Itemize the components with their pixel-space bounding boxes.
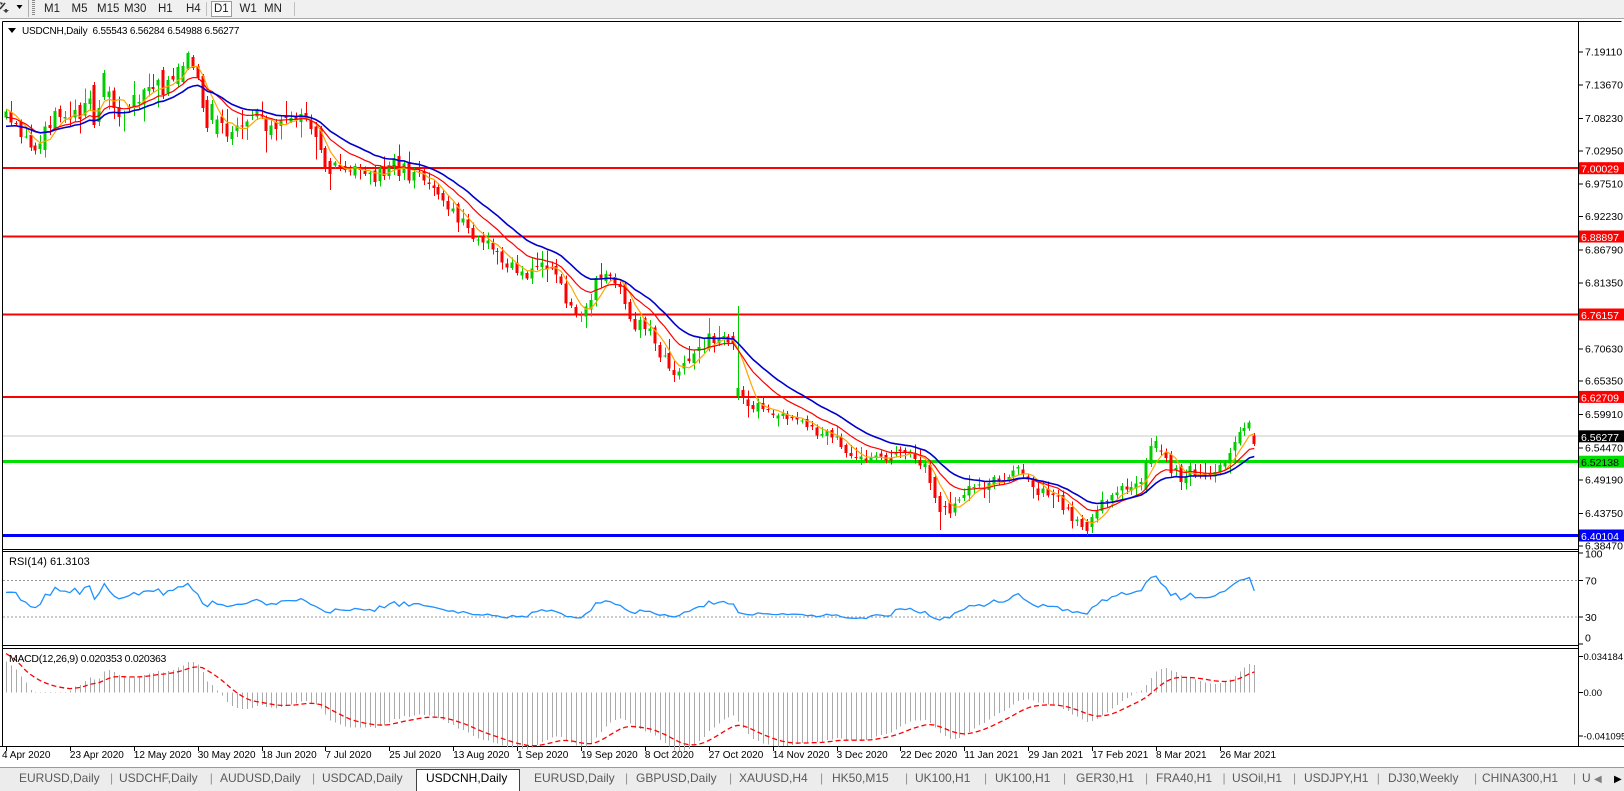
svg-text:6.76157: 6.76157: [1581, 310, 1619, 322]
svg-text:0: 0: [1585, 633, 1591, 645]
svg-text:7.13670: 7.13670: [1585, 80, 1623, 92]
svg-text:RSI(14) 61.3103: RSI(14) 61.3103: [9, 556, 90, 568]
svg-text:19 Sep 2020: 19 Sep 2020: [581, 750, 638, 761]
svg-text:6.62709: 6.62709: [1581, 392, 1619, 404]
svg-text:3 Dec 2020: 3 Dec 2020: [837, 750, 889, 761]
svg-text:USDCNH,Daily 6.55543 6.56284: USDCNH,Daily 6.55543 6.56284 6.54988 6.5…: [22, 26, 240, 37]
svg-text:6.40104: 6.40104: [1581, 531, 1619, 543]
svg-text:7.02950: 7.02950: [1585, 145, 1623, 157]
svg-text:11 Jan 2021: 11 Jan 2021: [964, 750, 1019, 761]
svg-text:27 Oct 2020: 27 Oct 2020: [709, 750, 764, 761]
svg-text:0.00: 0.00: [1584, 688, 1603, 699]
svg-text:22 Dec 2020: 22 Dec 2020: [901, 750, 958, 761]
svg-text:30: 30: [1585, 612, 1597, 624]
svg-text:0.034184: 0.034184: [1584, 652, 1624, 663]
svg-text:17 Feb 2021: 17 Feb 2021: [1092, 750, 1149, 761]
svg-text:6.70630: 6.70630: [1585, 343, 1623, 355]
svg-text:100: 100: [1585, 549, 1603, 561]
svg-text:30 May 2020: 30 May 2020: [198, 750, 256, 761]
svg-text:7.08230: 7.08230: [1585, 113, 1623, 125]
svg-text:13 Aug 2020: 13 Aug 2020: [453, 750, 510, 761]
svg-text:70: 70: [1585, 576, 1597, 588]
svg-text:12 May 2020: 12 May 2020: [134, 750, 192, 761]
svg-text:-0.041095: -0.041095: [1584, 732, 1624, 743]
svg-text:6.49190: 6.49190: [1585, 475, 1623, 487]
svg-text:6.65350: 6.65350: [1585, 376, 1623, 388]
svg-text:6.97510: 6.97510: [1585, 179, 1623, 191]
svg-text:6.86790: 6.86790: [1585, 244, 1623, 256]
svg-text:1 Sep 2020: 1 Sep 2020: [517, 750, 569, 761]
svg-text:6.59910: 6.59910: [1585, 409, 1623, 421]
svg-text:7.00029: 7.00029: [1581, 164, 1619, 176]
svg-text:26 Mar 2021: 26 Mar 2021: [1220, 750, 1277, 761]
svg-text:4 Apr 2020: 4 Apr 2020: [2, 750, 51, 761]
svg-text:6.81350: 6.81350: [1585, 278, 1623, 290]
svg-text:23 Apr 2020: 23 Apr 2020: [70, 750, 124, 761]
svg-text:MACD(12,26,9) 0.020353 0.02036: MACD(12,26,9) 0.020353 0.020363: [9, 653, 167, 665]
svg-text:6.52138: 6.52138: [1581, 457, 1619, 469]
svg-text:8 Oct 2020: 8 Oct 2020: [645, 750, 694, 761]
svg-text:6.92230: 6.92230: [1585, 211, 1623, 223]
svg-text:6.56277: 6.56277: [1581, 432, 1619, 444]
svg-text:6.54470: 6.54470: [1585, 442, 1623, 454]
svg-text:25 Jul 2020: 25 Jul 2020: [389, 750, 441, 761]
svg-text:6.43750: 6.43750: [1585, 508, 1623, 520]
svg-text:7.19110: 7.19110: [1585, 46, 1622, 58]
svg-text:7 Jul 2020: 7 Jul 2020: [325, 750, 372, 761]
svg-text:29 Jan 2021: 29 Jan 2021: [1028, 750, 1083, 761]
svg-text:14 Nov 2020: 14 Nov 2020: [773, 750, 830, 761]
svg-text:18 Jun 2020: 18 Jun 2020: [262, 750, 317, 761]
svg-text:8 Mar 2021: 8 Mar 2021: [1156, 750, 1207, 761]
svg-text:6.88897: 6.88897: [1581, 232, 1619, 244]
